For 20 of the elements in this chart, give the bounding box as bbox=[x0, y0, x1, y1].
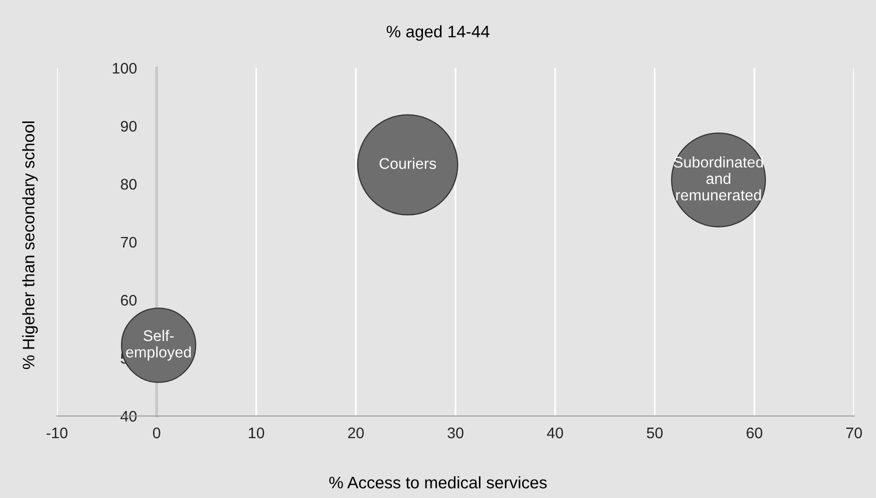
x-tick-label: 50 bbox=[646, 428, 663, 438]
annotation: Couriers bbox=[380, 158, 436, 169]
x-tick-label: 70 bbox=[846, 428, 862, 438]
y-tick-label: 80 bbox=[120, 178, 137, 190]
x-tick-label: 20 bbox=[348, 428, 364, 438]
x-tick-label: 60 bbox=[746, 428, 762, 438]
x-tick-label: 0 bbox=[152, 428, 160, 438]
annotation: Subordinated and remunerated bbox=[674, 156, 763, 200]
x-tick-label: 30 bbox=[448, 428, 464, 438]
x-tick-label: -10 bbox=[46, 428, 68, 438]
x-tick-label: 40 bbox=[546, 428, 564, 438]
y-tick-label: 100 bbox=[112, 62, 137, 74]
y-tick-label: 60 bbox=[120, 294, 137, 306]
y-tick-label: 70 bbox=[120, 236, 137, 248]
y-tick-label: 90 bbox=[120, 120, 137, 132]
annotation: Self- employed bbox=[126, 330, 191, 361]
y-axis-title: % Higeher than secondary school bbox=[22, 121, 38, 370]
x-tick-label: 10 bbox=[248, 428, 264, 438]
x-axis-title: % Access to medical services bbox=[329, 476, 547, 488]
chart-title: % aged 14-44 bbox=[386, 25, 490, 41]
